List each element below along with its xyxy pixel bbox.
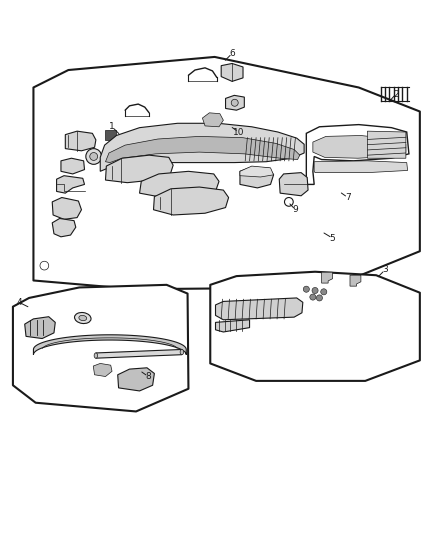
- Ellipse shape: [79, 316, 87, 321]
- Polygon shape: [240, 166, 274, 177]
- Polygon shape: [215, 320, 250, 332]
- Polygon shape: [321, 272, 332, 283]
- Text: 1: 1: [109, 122, 115, 131]
- Circle shape: [86, 149, 102, 164]
- Polygon shape: [226, 95, 244, 110]
- Circle shape: [40, 261, 49, 270]
- Polygon shape: [279, 173, 308, 196]
- Polygon shape: [350, 275, 361, 286]
- Polygon shape: [202, 113, 223, 127]
- Text: 7: 7: [345, 193, 351, 202]
- Text: 8: 8: [145, 372, 151, 381]
- Circle shape: [321, 289, 327, 295]
- Polygon shape: [210, 272, 420, 381]
- Polygon shape: [25, 317, 55, 338]
- Polygon shape: [367, 131, 406, 158]
- Ellipse shape: [94, 353, 98, 358]
- Polygon shape: [314, 161, 408, 173]
- Polygon shape: [57, 176, 85, 193]
- Polygon shape: [118, 368, 154, 391]
- Polygon shape: [33, 57, 420, 289]
- Polygon shape: [52, 219, 76, 237]
- Polygon shape: [100, 123, 304, 171]
- Polygon shape: [313, 135, 406, 158]
- Circle shape: [90, 152, 98, 160]
- Polygon shape: [153, 187, 229, 215]
- Circle shape: [231, 99, 238, 106]
- Text: 5: 5: [330, 233, 336, 243]
- Circle shape: [316, 295, 322, 301]
- Ellipse shape: [180, 350, 184, 354]
- Circle shape: [312, 287, 318, 294]
- Polygon shape: [93, 364, 112, 376]
- Polygon shape: [306, 125, 409, 184]
- Polygon shape: [106, 136, 300, 163]
- Text: 3: 3: [382, 265, 388, 274]
- Polygon shape: [52, 198, 81, 220]
- Text: 2: 2: [393, 90, 399, 99]
- Text: 4: 4: [16, 298, 22, 307]
- Circle shape: [303, 286, 309, 292]
- Text: 10: 10: [233, 127, 244, 136]
- Polygon shape: [65, 131, 96, 151]
- Polygon shape: [140, 171, 219, 198]
- Text: 6: 6: [229, 49, 235, 58]
- Polygon shape: [106, 155, 173, 183]
- Circle shape: [310, 294, 316, 300]
- Polygon shape: [61, 158, 85, 174]
- Polygon shape: [96, 350, 182, 358]
- Ellipse shape: [74, 312, 91, 324]
- Bar: [105, 130, 116, 140]
- Circle shape: [285, 198, 293, 206]
- Polygon shape: [215, 298, 303, 320]
- Polygon shape: [13, 285, 188, 411]
- Polygon shape: [33, 335, 186, 354]
- Text: 9: 9: [293, 205, 298, 214]
- Polygon shape: [221, 63, 243, 82]
- Polygon shape: [240, 167, 274, 188]
